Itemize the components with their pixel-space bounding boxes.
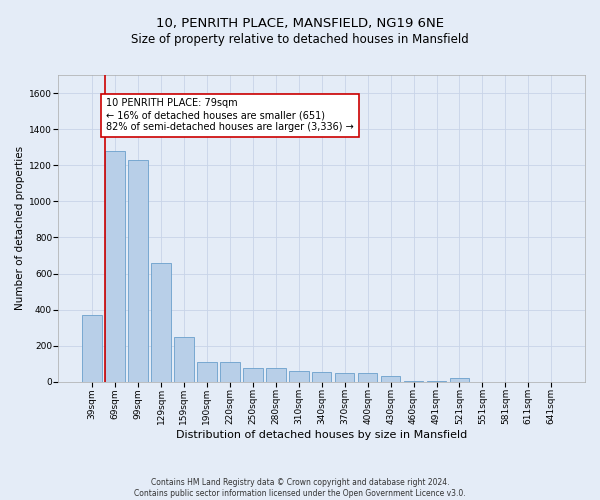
Bar: [404, 381, 424, 382]
Y-axis label: Number of detached properties: Number of detached properties: [15, 146, 25, 310]
Bar: [289, 371, 308, 382]
Bar: [243, 368, 263, 382]
Bar: [358, 373, 377, 382]
Bar: [450, 378, 469, 382]
Bar: [128, 160, 148, 382]
X-axis label: Distribution of detached houses by size in Mansfield: Distribution of detached houses by size …: [176, 430, 467, 440]
Text: Size of property relative to detached houses in Mansfield: Size of property relative to detached ho…: [131, 32, 469, 46]
Bar: [151, 262, 171, 382]
Bar: [335, 373, 355, 382]
Bar: [427, 381, 446, 382]
Bar: [266, 368, 286, 382]
Bar: [197, 362, 217, 382]
Text: Contains HM Land Registry data © Crown copyright and database right 2024.
Contai: Contains HM Land Registry data © Crown c…: [134, 478, 466, 498]
Text: 10, PENRITH PLACE, MANSFIELD, NG19 6NE: 10, PENRITH PLACE, MANSFIELD, NG19 6NE: [156, 18, 444, 30]
Bar: [106, 151, 125, 382]
Bar: [174, 336, 194, 382]
Text: 10 PENRITH PLACE: 79sqm
← 16% of detached houses are smaller (651)
82% of semi-d: 10 PENRITH PLACE: 79sqm ← 16% of detache…: [106, 98, 354, 132]
Bar: [82, 315, 102, 382]
Bar: [220, 362, 239, 382]
Bar: [381, 376, 400, 382]
Bar: [312, 372, 331, 382]
